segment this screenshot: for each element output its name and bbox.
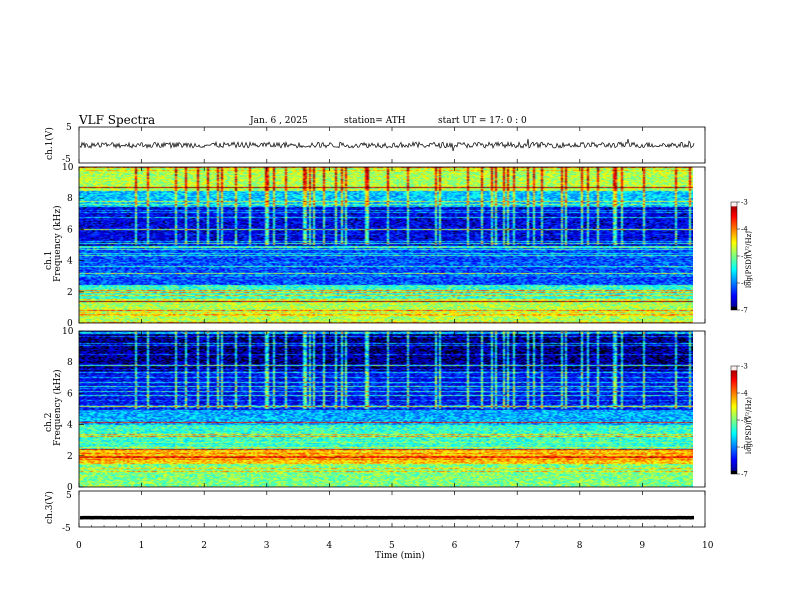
colorbar-tick-label: -3 xyxy=(741,363,748,371)
ch1-colorbar xyxy=(731,202,737,310)
colorbar-tick-label: -7 xyxy=(741,471,748,479)
colorbar-tick-label: -6 xyxy=(741,444,748,452)
frequency-tick-label: 4 xyxy=(67,421,73,431)
time-tick-label: 7 xyxy=(514,541,520,551)
time-tick-label: 4 xyxy=(326,541,332,551)
time-tick-label: 0 xyxy=(76,541,82,551)
ch3-ylabel: ch.3(V) xyxy=(44,491,55,524)
header-station: station= ATH xyxy=(344,116,406,126)
ch3-ytick-bottom: -5 xyxy=(62,524,71,534)
frequency-tick-label: 10 xyxy=(62,163,74,173)
ch2-ylabel-channel: ch.2 xyxy=(44,413,54,432)
time-tick-label: 6 xyxy=(452,541,458,551)
time-tick-label: 8 xyxy=(577,541,583,551)
ch2-colorbar xyxy=(731,366,737,474)
header-start-time: start UT = 17: 0 : 0 xyxy=(438,116,527,126)
colorbar-tick-label: -6 xyxy=(741,280,748,288)
time-tick-label: 5 xyxy=(389,541,395,551)
colorbar-tick-label: -5 xyxy=(741,417,748,425)
time-tick-label: 1 xyxy=(139,541,145,551)
figure-title: VLF Spectra xyxy=(78,113,155,127)
time-axis: 0 1 2 3 4 5 6 7 8 9 10 xyxy=(76,127,714,551)
frequency-tick-label: 6 xyxy=(67,389,73,399)
time-tick-label: 2 xyxy=(201,541,207,551)
colorbar-tick-label: -4 xyxy=(741,226,748,234)
frequency-tick-label: 2 xyxy=(67,288,73,298)
ch1-ylabel-channel: ch.1 xyxy=(44,251,54,270)
frequency-tick-label: 0 xyxy=(67,483,73,493)
time-tick-label: 3 xyxy=(264,541,270,551)
ch1-ytick-top: 5 xyxy=(66,123,72,133)
ch1-ylabel-frequency: Frequency (kHz) xyxy=(52,205,63,282)
ch3-waveform-frame xyxy=(78,490,706,528)
frequency-tick-label: 4 xyxy=(67,257,73,267)
colorbar-tick-label: -4 xyxy=(741,390,748,398)
time-axis-label: Time (min) xyxy=(375,550,425,561)
ch3-waveform-panel: 5 -5 ch.3(V) xyxy=(44,490,706,534)
frequency-tick-label: 2 xyxy=(67,452,73,462)
header-date: Jan. 6 , 2025 xyxy=(249,116,308,126)
ch1-waveform-line xyxy=(79,138,695,152)
frequency-tick-label: 8 xyxy=(67,358,73,368)
frequency-tick-label: 10 xyxy=(62,327,74,337)
frequency-tick-label: 6 xyxy=(67,225,73,235)
ch1-colorbar-label: log(PSD)(V²/Hz) xyxy=(745,231,753,288)
ch2-spectrogram-image xyxy=(79,331,693,487)
ch1-ylabel: ch.1(V) xyxy=(44,127,55,160)
colorbar-tick-label: -3 xyxy=(741,199,748,207)
ch2-ylabel-frequency: Frequency (kHz) xyxy=(52,369,63,446)
colorbar-tick-label: -7 xyxy=(741,307,748,315)
time-tick-label: 10 xyxy=(702,541,714,551)
ch1-spectrogram-image xyxy=(79,167,693,323)
ch3-ytick-top: 5 xyxy=(66,491,72,501)
frequency-tick-label: 0 xyxy=(67,319,73,329)
ch1-waveform-frame xyxy=(78,126,706,164)
colorbar-tick-label: -5 xyxy=(741,253,748,261)
ch1-waveform-panel: 5 -5 ch.1(V) xyxy=(44,123,706,165)
frequency-tick-label: 8 xyxy=(67,194,73,204)
ch1-ytick-bottom: -5 xyxy=(62,155,71,165)
ch2-colorbar-label: log(PSD)(V²/Hz) xyxy=(745,397,753,454)
time-tick-label: 9 xyxy=(639,541,645,551)
